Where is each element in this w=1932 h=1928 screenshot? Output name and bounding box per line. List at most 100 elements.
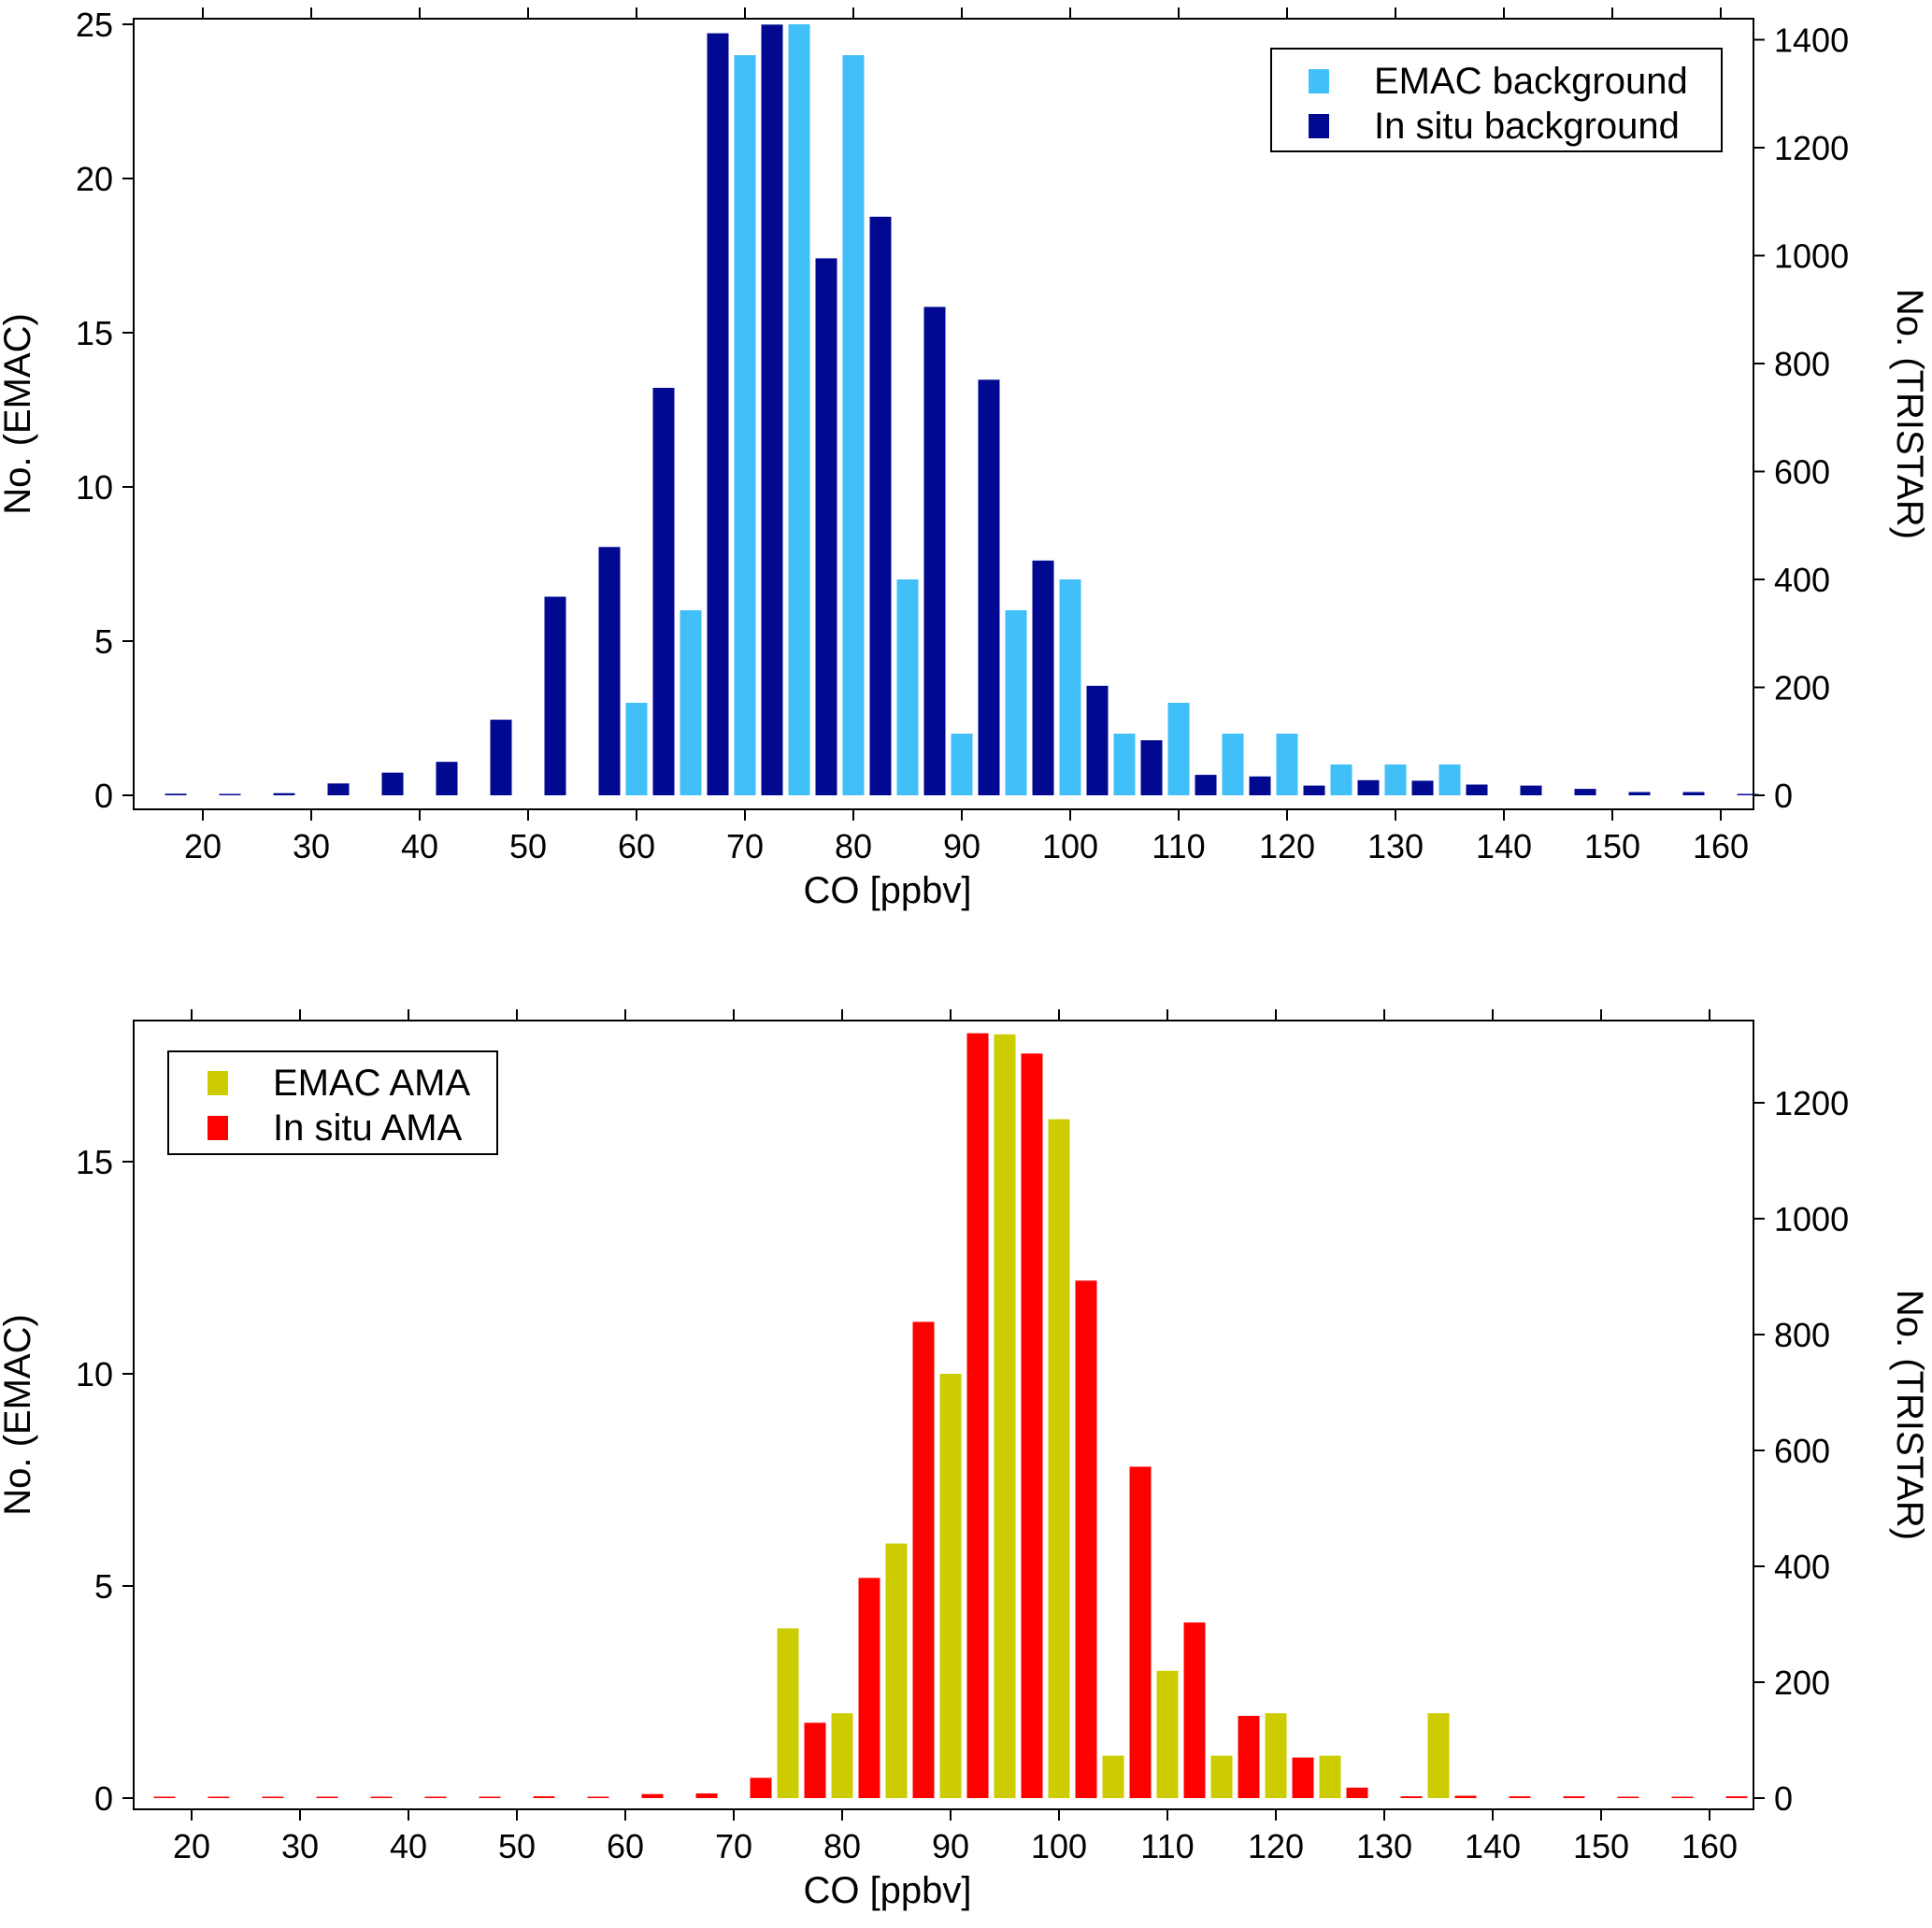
bar-insitu-background-52.5 [544, 596, 566, 795]
x-tick-label-40: 40 [390, 1827, 427, 1865]
y-right-tick-label-1400: 1400 [1774, 21, 1849, 60]
y-right-tick-label-400: 400 [1774, 561, 1830, 599]
bar-emac-background-80 [842, 55, 865, 795]
x-tick-label-50: 50 [509, 827, 547, 865]
bottom-legend-swatch-insitu-ama [208, 1116, 228, 1140]
bar-insitu-ama-147.5 [1563, 1796, 1585, 1798]
bar-emac-background-85 [896, 579, 919, 795]
bar-insitu-background-137.5 [1466, 784, 1488, 795]
bar-insitu-ama-37.5 [370, 1796, 393, 1798]
x-tick-label-60: 60 [607, 1827, 644, 1865]
x-tick-label-110: 110 [1152, 827, 1205, 865]
y-left-tick-label-5: 5 [94, 622, 113, 661]
bar-insitu-ama-152.5 [1617, 1796, 1639, 1798]
bar-insitu-background-157.5 [1682, 792, 1705, 795]
bar-emac-ama-115 [1210, 1755, 1233, 1798]
bottom-legend-swatch-emac-ama [208, 1071, 228, 1095]
x-tick-label-120: 120 [1259, 827, 1315, 865]
bar-insitu-ama-97.5 [1021, 1053, 1043, 1798]
bottom-legend-box [167, 1050, 498, 1155]
bar-insitu-background-77.5 [815, 258, 837, 795]
bar-emac-background-135 [1438, 764, 1461, 795]
bar-insitu-background-147.5 [1574, 789, 1596, 795]
y-left-tick-label-5: 5 [94, 1567, 113, 1606]
bar-emac-background-90 [951, 734, 973, 795]
bar-insitu-ama-87.5 [912, 1321, 935, 1798]
x-tick-label-100: 100 [1031, 1827, 1087, 1865]
y-right-tick-label-400: 400 [1774, 1548, 1830, 1586]
bottom-bars-group [153, 1033, 1748, 1798]
top-legend-label-insitu-background: In situ background [1374, 106, 1680, 147]
y-left-tick-label-10: 10 [76, 1355, 113, 1393]
bar-insitu-ama-117.5 [1238, 1716, 1260, 1798]
bar-insitu-ama-62.5 [641, 1793, 664, 1798]
y-right-tick-label-800: 800 [1774, 345, 1830, 383]
bar-insitu-ama-162.5 [1725, 1796, 1748, 1798]
x-tick-label-160: 160 [1682, 1827, 1738, 1865]
bar-emac-background-65 [680, 610, 702, 795]
bar-insitu-background-142.5 [1520, 785, 1542, 795]
bar-insitu-ama-122.5 [1292, 1757, 1314, 1798]
bar-insitu-background-17.5 [165, 793, 187, 795]
x-tick-label-150: 150 [1584, 827, 1640, 865]
bar-insitu-ama-112.5 [1183, 1622, 1206, 1798]
bar-insitu-background-102.5 [1086, 685, 1109, 795]
bottom-x-axis-title: CO [ppbv] [803, 1870, 971, 1911]
x-tick-label-110: 110 [1140, 1827, 1194, 1865]
bar-insitu-background-92.5 [978, 379, 1000, 795]
bar-insitu-ama-47.5 [479, 1796, 501, 1798]
y-left-tick-label-25: 25 [76, 6, 113, 44]
bar-insitu-background-27.5 [273, 793, 295, 795]
top-x-axis-title: CO [ppbv] [803, 870, 971, 911]
bottom-plot-frame [133, 1020, 1754, 1810]
bar-emac-background-70 [734, 55, 756, 795]
bar-insitu-background-22.5 [219, 793, 241, 795]
y-left-tick-label-10: 10 [76, 468, 113, 507]
bar-emac-ama-75 [777, 1628, 799, 1798]
top-legend: EMAC background In situ background [1270, 48, 1723, 152]
top-plot-frame [133, 18, 1754, 810]
bar-insitu-ama-92.5 [966, 1033, 989, 1798]
bar-emac-ama-100 [1048, 1119, 1070, 1798]
x-tick-label-120: 120 [1248, 1827, 1304, 1865]
bar-emac-background-95 [1005, 610, 1027, 795]
y-right-tick-label-200: 200 [1774, 1664, 1830, 1702]
bar-insitu-background-132.5 [1411, 780, 1434, 795]
bottom-histogram-panel: 20 30 40 50 60 70 80 90 100 110 120 130 140 150 160051… [0, 1009, 1930, 1911]
bar-emac-background-100 [1059, 579, 1081, 795]
x-tick-label-80: 80 [823, 1827, 861, 1865]
bar-insitu-ama-42.5 [424, 1796, 447, 1798]
bottom-legend: EMAC AMA In situ AMA [167, 1050, 498, 1155]
bar-emac-ama-105 [1102, 1755, 1124, 1798]
x-tick-label-140: 140 [1476, 827, 1532, 865]
bar-emac-ama-95 [994, 1034, 1016, 1798]
x-tick-label-70: 70 [726, 827, 764, 865]
x-tick-label-90: 90 [932, 1827, 969, 1865]
bar-insitu-ama-142.5 [1509, 1796, 1531, 1798]
y-right-tick-label-0: 0 [1774, 777, 1793, 815]
top-legend-box [1270, 48, 1723, 152]
x-tick-label-20: 20 [173, 1827, 210, 1865]
bar-insitu-ama-67.5 [695, 1793, 718, 1798]
x-tick-label-30: 30 [293, 827, 330, 865]
bar-insitu-ama-32.5 [316, 1796, 338, 1798]
x-tick-label-70: 70 [715, 1827, 752, 1865]
bar-insitu-ama-127.5 [1346, 1787, 1368, 1798]
y-right-tick-label-200: 200 [1774, 669, 1830, 707]
bar-emac-background-120 [1276, 734, 1298, 795]
bottom-legend-label-emac-ama: EMAC AMA [273, 1063, 470, 1104]
bar-emac-background-115 [1222, 734, 1244, 795]
bar-insitu-ama-132.5 [1400, 1796, 1423, 1798]
bar-insitu-background-152.5 [1628, 792, 1651, 795]
bar-insitu-background-127.5 [1357, 779, 1380, 795]
bar-insitu-background-57.5 [598, 547, 621, 795]
bar-insitu-background-47.5 [490, 720, 512, 795]
y-right-tick-label-0: 0 [1774, 1779, 1793, 1818]
x-tick-label-30: 30 [281, 1827, 319, 1865]
y-right-tick-label-800: 800 [1774, 1316, 1830, 1354]
bar-insitu-background-97.5 [1032, 560, 1054, 795]
x-tick-label-100: 100 [1042, 827, 1098, 865]
x-tick-label-90: 90 [943, 827, 980, 865]
bar-insitu-background-87.5 [923, 307, 946, 795]
bar-insitu-ama-137.5 [1454, 1795, 1477, 1798]
